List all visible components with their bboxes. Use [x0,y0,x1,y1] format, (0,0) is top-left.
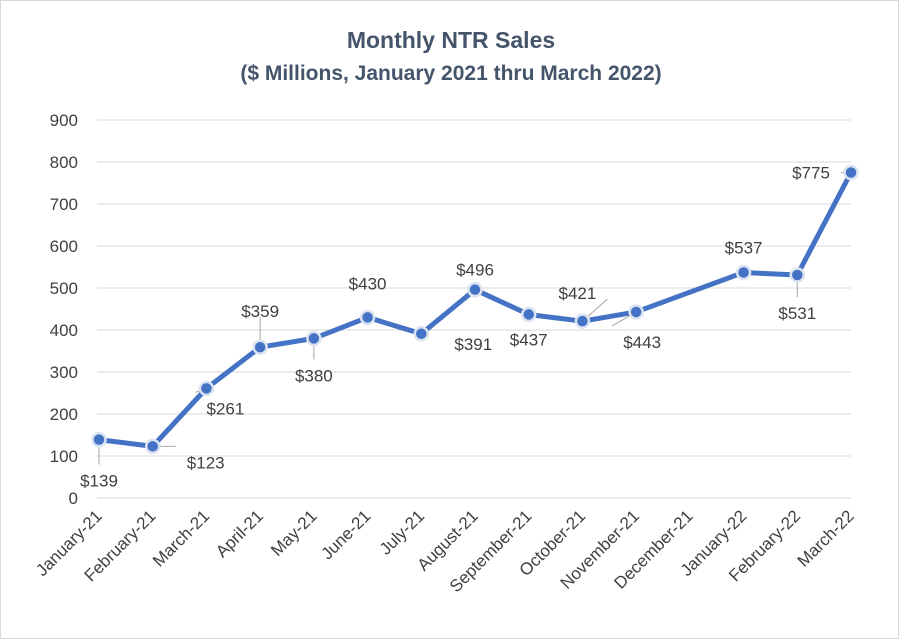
data-point [198,380,215,397]
data-label: $261 [207,399,245,418]
data-label: $496 [456,261,494,280]
label-leader-lines [98,172,851,465]
data-point [252,339,268,355]
data-point [520,306,537,323]
series-line [96,170,854,449]
data-point [789,267,806,283]
data-label: $437 [510,330,548,349]
data-point [843,164,859,181]
chart-title: Monthly NTR Sales [347,27,555,53]
data-label: $359 [241,302,279,321]
y-tick-label: 400 [50,321,78,340]
data-label: $391 [454,335,492,354]
x-tick-label: March-22 [794,506,858,570]
chart-subtitle: ($ Millions, January 2021 thru March 202… [240,62,661,85]
data-point [574,313,591,329]
y-tick-label: 600 [50,237,78,256]
y-tick-label: 100 [50,447,78,466]
y-tick-label: 500 [50,279,78,298]
data-point [628,304,644,320]
y-tick-label: 200 [50,405,78,424]
y-tick-label: 700 [50,195,78,214]
data-label: $443 [623,333,661,352]
x-tick-label: March-21 [149,506,213,570]
x-tick-label: July-21 [376,506,428,558]
data-label: $775 [792,164,830,183]
x-tick-label: April-21 [212,506,267,561]
y-tick-label: 900 [50,111,78,130]
x-tick-label: May-21 [267,506,321,560]
data-point [735,264,752,281]
series-line-group [96,170,854,449]
data-labels: $139 $123 $261 $359 $380 $430 $391 $496 $437 $421… [80,164,830,491]
y-axis-ticks: 0 100 200 300 400 500 600 700 800 900 [50,111,78,508]
data-point [467,281,483,298]
y-tick-label: 0 [69,489,78,508]
data-label: $380 [295,366,333,385]
data-points [91,164,859,455]
data-point [144,438,161,455]
y-tick-label: 300 [50,363,78,382]
grid-lines [97,119,851,499]
data-point [91,431,107,448]
data-point [413,326,430,342]
y-tick-label: 800 [50,153,78,172]
data-label: $531 [778,304,816,323]
data-point [359,309,376,326]
data-label: $123 [187,453,225,472]
x-tick-label: June-21 [318,506,375,563]
data-point [306,330,322,347]
data-label: $430 [349,274,387,293]
data-label: $537 [725,238,763,257]
data-label: $139 [80,472,118,491]
data-label: $421 [559,284,597,303]
